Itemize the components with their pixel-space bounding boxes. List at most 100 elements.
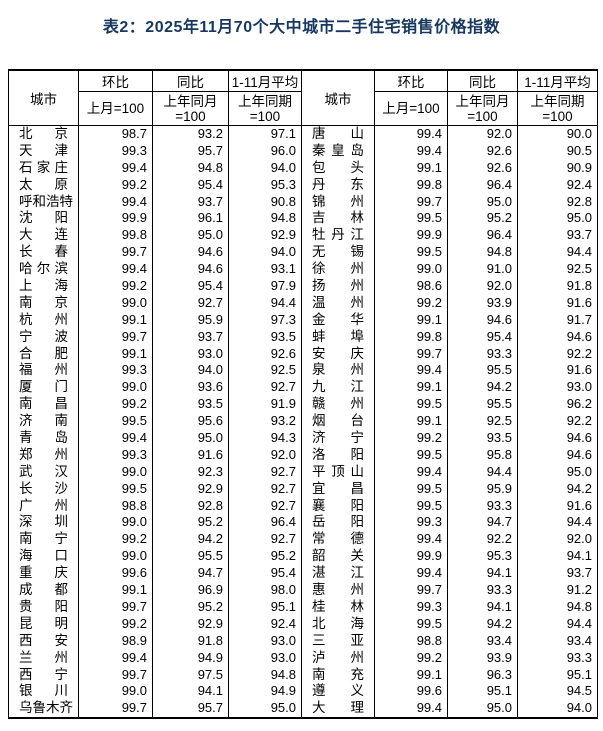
avg-value-right: 94.4 xyxy=(517,615,598,633)
avg-value-right: 94.8 xyxy=(517,598,598,616)
avg-value-right: 91.6 xyxy=(517,294,598,312)
city-name-right: 九江 xyxy=(301,379,375,397)
mom-value-left: 99.2 xyxy=(78,278,153,295)
avg-value-right: 92.2 xyxy=(517,413,598,431)
yoy-value-right: 94.2 xyxy=(447,379,518,397)
header-avg-base-right: 上年同期 =100 xyxy=(517,91,598,126)
city-name-left: 石家庄 xyxy=(8,159,79,177)
mom-value-left: 99.7 xyxy=(78,244,153,262)
avg-value-right: 90.9 xyxy=(517,159,598,177)
avg-value-right: 91.8 xyxy=(517,278,598,295)
city-name-right: 泉州 xyxy=(301,362,375,380)
mom-value-right: 99.8 xyxy=(374,176,448,194)
city-name-right: 吉林 xyxy=(301,210,375,228)
avg-value-left: 91.9 xyxy=(228,396,302,414)
yoy-value-left: 93.7 xyxy=(152,328,229,346)
city-name-left: 乌鲁木齐 xyxy=(8,700,79,719)
mom-value-right: 99.4 xyxy=(374,463,448,481)
avg-value-left: 95.3 xyxy=(228,176,302,194)
city-name-left: 杭州 xyxy=(8,311,79,329)
yoy-value-right: 95.8 xyxy=(447,446,518,464)
city-name-left: 南京 xyxy=(8,294,79,312)
avg-value-right: 95.0 xyxy=(517,463,598,481)
city-name-right: 惠州 xyxy=(301,582,375,599)
city-name-right: 徐州 xyxy=(301,261,375,279)
avg-value-left: 92.6 xyxy=(228,345,302,363)
yoy-value-right: 93.9 xyxy=(447,649,518,667)
yoy-value-right: 94.8 xyxy=(447,244,518,262)
avg-value-right: 94.6 xyxy=(517,446,598,464)
city-name-right: 常德 xyxy=(301,531,375,549)
mom-value-right: 99.2 xyxy=(374,649,448,667)
avg-value-left: 92.7 xyxy=(228,463,302,481)
avg-value-left: 96.0 xyxy=(228,142,302,160)
mom-value-left: 98.7 xyxy=(78,125,153,143)
city-name-right: 遵义 xyxy=(301,683,375,701)
avg-value-left: 94.0 xyxy=(228,244,302,262)
mom-value-right: 99.5 xyxy=(374,497,448,515)
yoy-value-left: 95.7 xyxy=(152,700,229,719)
mom-value-right: 99.8 xyxy=(374,328,448,346)
yoy-value-left: 94.7 xyxy=(152,565,229,583)
mom-value-left: 99.7 xyxy=(78,598,153,616)
mom-value-left: 99.8 xyxy=(78,227,153,245)
city-name-left: 海口 xyxy=(8,548,79,566)
mom-value-right: 99.4 xyxy=(374,531,448,549)
page-title: 表2：2025年11月70个大中城市二手住宅销售价格指数 xyxy=(102,19,501,36)
avg-value-left: 94.0 xyxy=(228,159,302,177)
yoy-value-right: 93.3 xyxy=(447,582,518,599)
mom-value-right: 99.5 xyxy=(374,396,448,414)
mom-value-left: 99.1 xyxy=(78,345,153,363)
avg-value-left: 92.7 xyxy=(228,497,302,515)
city-name-right: 烟台 xyxy=(301,413,375,431)
city-name-left: 福州 xyxy=(8,362,79,380)
avg-value-right: 91.6 xyxy=(517,497,598,515)
city-name-right: 岳阳 xyxy=(301,514,375,532)
mom-value-right: 99.6 xyxy=(374,683,448,701)
mom-value-left: 99.4 xyxy=(78,261,153,279)
yoy-value-right: 96.4 xyxy=(447,176,518,194)
yoy-value-right: 95.5 xyxy=(447,396,518,414)
table-row: 青岛 99.4 95.0 94.3 济宁 99.2 93.5 94.6 xyxy=(8,430,598,447)
avg-value-left: 92.4 xyxy=(228,615,302,633)
yoy-value-right: 91.0 xyxy=(447,261,518,279)
avg-value-right: 94.6 xyxy=(517,430,598,447)
city-name-right: 大理 xyxy=(301,700,375,719)
avg-value-right: 92.5 xyxy=(517,261,598,279)
city-name-left: 重庆 xyxy=(8,565,79,583)
mom-value-right: 99.5 xyxy=(374,244,448,262)
yoy-value-right: 92.6 xyxy=(447,159,518,177)
avg-value-left: 93.2 xyxy=(228,413,302,431)
avg-value-right: 94.5 xyxy=(517,683,598,701)
city-name-right: 洛阳 xyxy=(301,446,375,464)
yoy-value-right: 93.3 xyxy=(447,345,518,363)
city-name-left: 西宁 xyxy=(8,666,79,684)
avg-value-left: 92.9 xyxy=(228,227,302,245)
table-row: 南昌 99.2 93.5 91.9 赣州 99.5 95.5 96.2 xyxy=(8,396,598,414)
city-name-left: 南宁 xyxy=(8,531,79,549)
avg-value-right: 92.2 xyxy=(517,345,598,363)
mom-value-left: 99.0 xyxy=(78,294,153,312)
city-name-left: 郑州 xyxy=(8,446,79,464)
mom-value-right: 99.3 xyxy=(374,514,448,532)
city-name-right: 襄阳 xyxy=(301,497,375,515)
city-name-left: 贵阳 xyxy=(8,598,79,616)
city-name-left: 太原 xyxy=(8,176,79,194)
table-row: 福州 99.3 94.0 92.5 泉州 99.4 95.5 91.6 xyxy=(8,362,598,380)
yoy-value-right: 94.4 xyxy=(447,463,518,481)
city-name-right: 包头 xyxy=(301,159,375,177)
mom-value-right: 98.8 xyxy=(374,632,448,650)
yoy-value-left: 92.7 xyxy=(152,294,229,312)
table-row: 上海 99.2 95.4 97.9 扬州 98.6 92.0 91.8 xyxy=(8,278,598,295)
price-index-table: 城市 环比 同比 1-11月平均 城市 环比 同比 1-11月平均 上月=100… xyxy=(8,69,598,720)
yoy-value-right: 95.2 xyxy=(447,210,518,228)
avg-value-right: 93.4 xyxy=(517,632,598,650)
yoy-value-left: 95.4 xyxy=(152,176,229,194)
yoy-value-right: 93.3 xyxy=(447,497,518,515)
table-row: 西宁 99.7 97.5 94.8 南充 99.1 96.3 95.1 xyxy=(8,666,598,684)
mom-value-right: 99.5 xyxy=(374,210,448,228)
yoy-value-right: 95.9 xyxy=(447,480,518,498)
table-header: 城市 环比 同比 1-11月平均 城市 环比 同比 1-11月平均 上月=100… xyxy=(8,70,598,126)
avg-value-left: 95.1 xyxy=(228,598,302,616)
table-row: 郑州 99.3 91.6 92.0 洛阳 99.5 95.8 94.6 xyxy=(8,446,598,464)
